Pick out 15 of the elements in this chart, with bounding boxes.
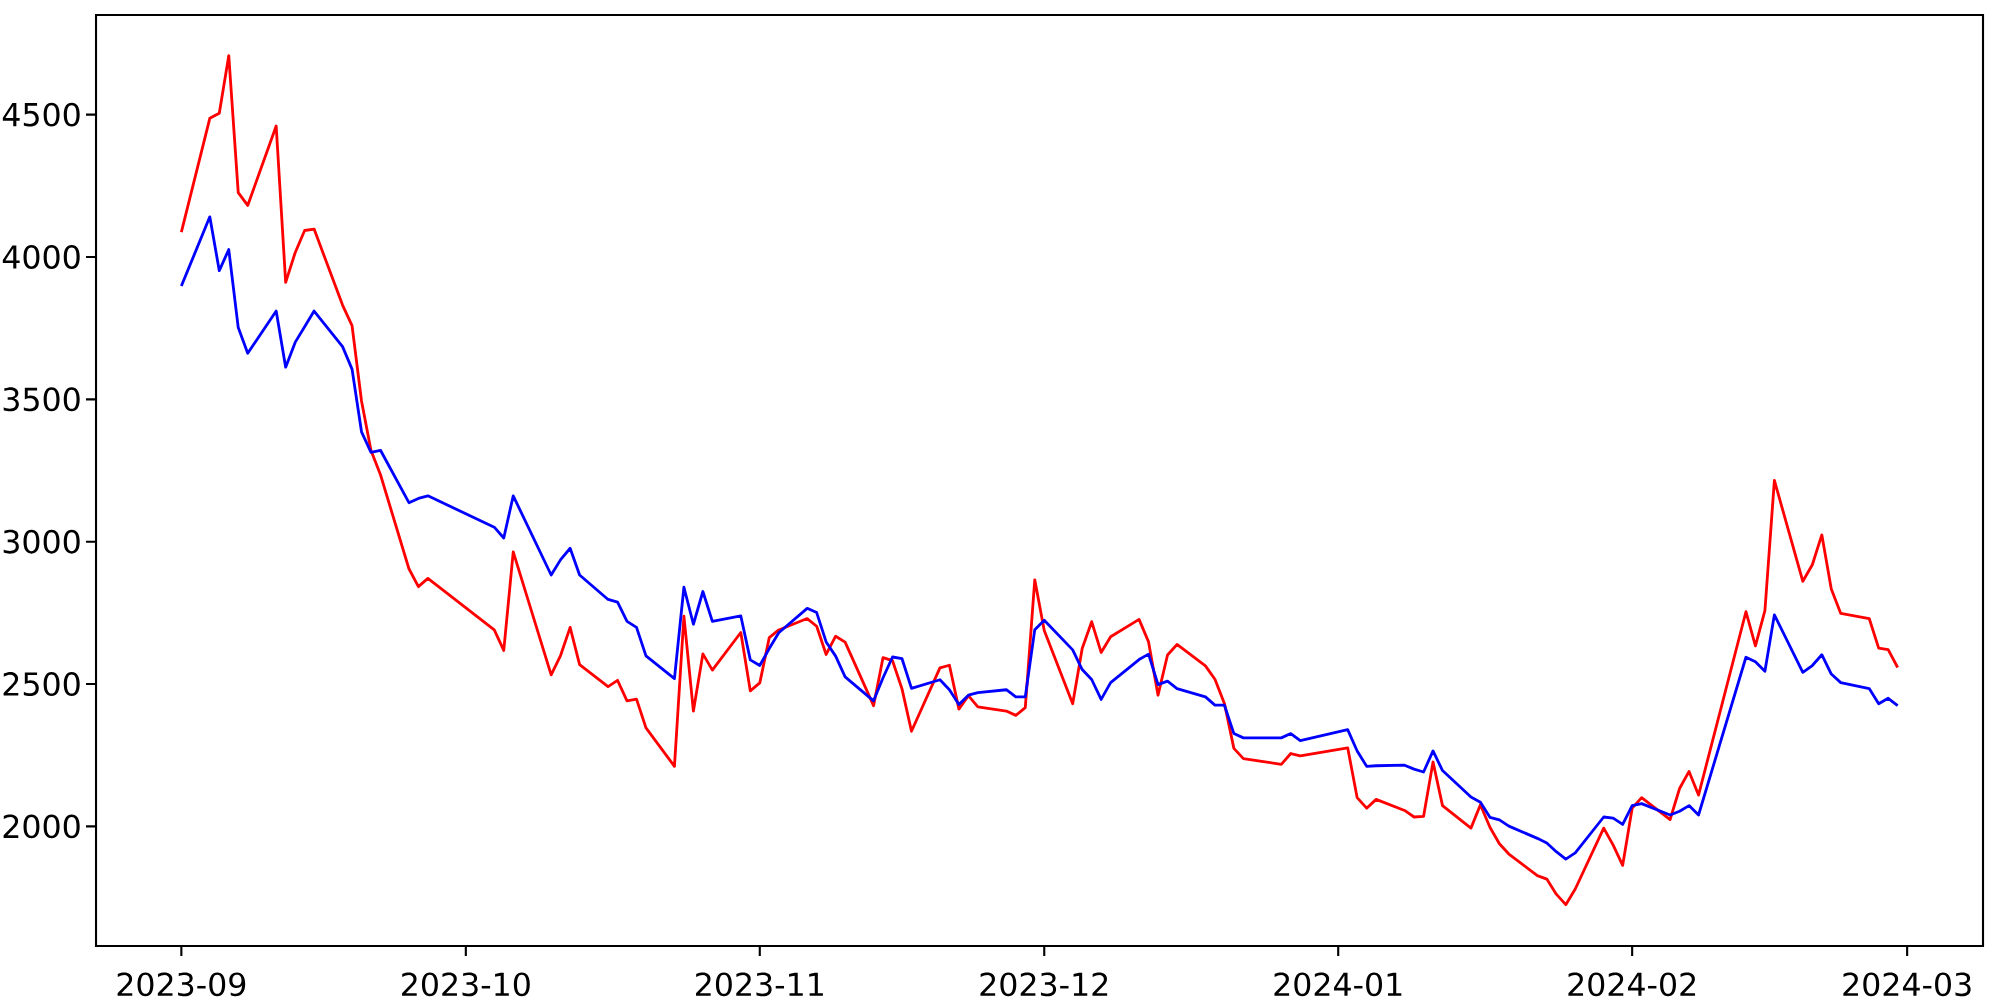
x-tick-label: 2023-12 [980, 972, 1108, 997]
x-tick-label: 2023-10 [402, 972, 530, 997]
y-tick-label: 2500 [3, 672, 80, 697]
y-tick-label: 3000 [3, 529, 80, 554]
line-series [179, 54, 1900, 907]
line-series [179, 215, 1900, 861]
x-tick-label: 2023-11 [696, 972, 823, 997]
x-tick-label: 2023-09 [117, 972, 246, 997]
x-tick-label: 2024-03 [1843, 972, 1971, 997]
y-tick-label: 4000 [2, 245, 80, 269]
y-tick-label: 4500 [2, 102, 80, 127]
y-tick-label: 2000 [3, 814, 80, 839]
x-tick-label: 2024-01 [1274, 972, 1402, 997]
y-tick-label: 3500 [3, 387, 80, 412]
x-tick-label: 2024-02 [1568, 972, 1696, 997]
